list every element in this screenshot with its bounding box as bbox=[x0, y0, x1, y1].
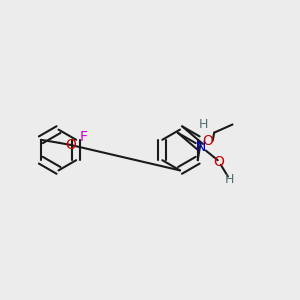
Text: F: F bbox=[80, 130, 88, 144]
Text: H: H bbox=[199, 118, 208, 130]
Text: O: O bbox=[202, 134, 213, 148]
Text: O: O bbox=[213, 155, 224, 169]
Text: N: N bbox=[195, 140, 206, 154]
Text: H: H bbox=[225, 173, 234, 186]
Text: O: O bbox=[65, 138, 76, 152]
